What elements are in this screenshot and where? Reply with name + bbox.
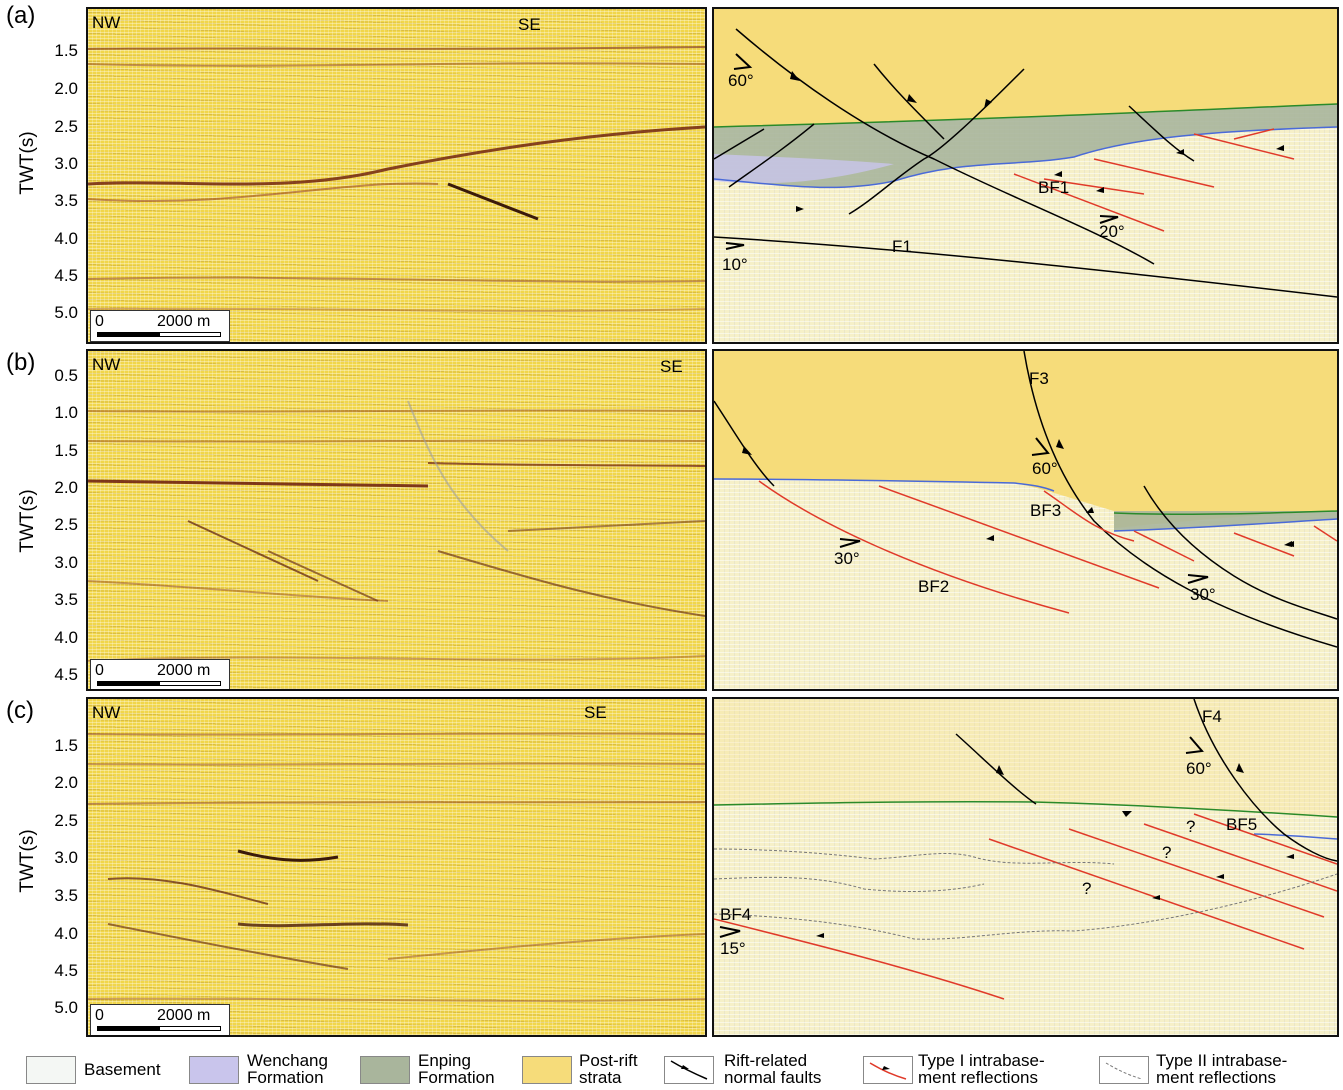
tick: 2.0 [54, 773, 78, 792]
question-mark: ? [1186, 817, 1196, 836]
legend-swatch-wenchang [189, 1056, 239, 1084]
tick: 2.0 [54, 79, 78, 98]
type-ii-reflection-icon [1099, 1056, 1149, 1084]
normal-fault-icon [664, 1056, 714, 1084]
seismic-reflections-b [88, 400, 705, 662]
fault-label-f4: F4 [1202, 707, 1222, 726]
tick: 4.0 [54, 229, 78, 248]
tick: 3.5 [54, 191, 78, 210]
legend-swatch-post-rift [522, 1056, 572, 1084]
tick: 3.5 [54, 886, 78, 905]
seismic-reflections-c [88, 732, 705, 1002]
question-mark: ? [1162, 843, 1172, 862]
seismic-panel-c: NW SE 0 2000 m [86, 697, 707, 1037]
seismic-reflections-a [88, 46, 705, 312]
tick: 3.0 [54, 848, 78, 867]
interpretation-panel-b: F3 60° 30° 30° BF2 BF3 [712, 349, 1339, 691]
direction-se: SE [660, 357, 683, 376]
seismic-panel-a: NW SE 0 2000 m [86, 7, 707, 344]
legend-swatch-enping [360, 1056, 410, 1084]
interpretation-graphic-c [714, 699, 1337, 1000]
direction-se: SE [584, 703, 607, 722]
tick: 0.5 [54, 366, 78, 385]
legend-label-enping: Enping Formation [418, 1051, 495, 1087]
question-mark: ? [1082, 879, 1092, 898]
direction-nw: NW [92, 13, 121, 32]
direction-se: SE [518, 15, 541, 34]
scale-start: 0 [95, 662, 104, 679]
dip-angle-15: 15° [720, 939, 746, 958]
tick: 4.5 [54, 961, 78, 980]
legend-label-normal-faults: Rift-related normal faults [724, 1051, 822, 1087]
tick: 1.5 [54, 41, 78, 60]
scale-end: 2000 m [157, 662, 211, 679]
legend-label-post-rift: Post-rift strata [579, 1051, 638, 1087]
dip-angle-60: 60° [728, 71, 754, 90]
direction-nw: NW [92, 355, 121, 374]
tick: 2.5 [54, 515, 78, 534]
dip-angle-60: 60° [1032, 459, 1058, 478]
scale-start: 0 [95, 313, 104, 330]
tick: 4.0 [54, 628, 78, 647]
tick: 3.5 [54, 590, 78, 609]
scale-bar: 0 2000 m [90, 659, 230, 689]
dip-angle-20: 20° [1099, 222, 1125, 241]
tick: 1.5 [54, 441, 78, 460]
scale-bar: 0 2000 m [90, 1004, 230, 1035]
interpretation-panel-c: F4 60° 15° BF4 BF5 ? ? ? [712, 697, 1339, 1037]
type-i-reflection-icon [863, 1056, 913, 1084]
tick: 2.0 [54, 478, 78, 497]
interpretation-graphic-b [714, 351, 1337, 648]
panel-a-label: (a) [6, 2, 36, 29]
legend-label-type-ii: Type II intrabase-ment reflections [1156, 1051, 1288, 1087]
tick: 2.5 [54, 811, 78, 830]
panel-b-label: (b) [6, 349, 36, 376]
tick: 4.5 [54, 266, 78, 285]
scale-bar: 0 2000 m [90, 310, 230, 342]
fault-label-bf2: BF2 [918, 577, 950, 596]
seismic-panel-b: NW SE 0 2000 m [86, 349, 707, 691]
tick: 5.0 [54, 303, 78, 322]
fault-label-f1: F1 [892, 237, 912, 256]
tick: 4.5 [54, 665, 78, 684]
tick: 2.5 [54, 117, 78, 136]
dip-angle-10: 10° [722, 255, 748, 274]
fault-label-bf1: BF1 [1038, 178, 1070, 197]
fault-label-bf3: BF3 [1030, 501, 1062, 520]
legend-label-wenchang: Wenchang Formation [247, 1051, 328, 1087]
dip-angle-60: 60° [1186, 759, 1212, 778]
tick: 1.5 [54, 736, 78, 755]
direction-nw: NW [92, 703, 121, 722]
scale-end: 2000 m [157, 1007, 211, 1024]
scale-start: 0 [95, 1007, 104, 1024]
tick: 5.0 [54, 998, 78, 1017]
fault-label-f3: F3 [1029, 369, 1049, 388]
scale-end: 2000 m [157, 313, 211, 330]
interpretation-panel-a: 60° 20° 10° BF1 F1 [712, 7, 1339, 344]
legend-swatch-basement [26, 1056, 76, 1084]
tick: 4.0 [54, 924, 78, 943]
fault-label-bf4: BF4 [720, 905, 752, 924]
dip-angle-30: 30° [834, 549, 860, 568]
fault-label-bf5: BF5 [1226, 815, 1258, 834]
tick: 1.0 [54, 403, 78, 422]
interpretation-graphic-a [714, 9, 1337, 298]
dip-angle-30-right: 30° [1190, 585, 1216, 604]
tick: 3.0 [54, 154, 78, 173]
tick: 3.0 [54, 553, 78, 572]
legend-label-type-i: Type I intrabase-ment reflections [918, 1051, 1045, 1087]
panel-c-label: (c) [6, 697, 34, 724]
legend-label-basement: Basement [84, 1060, 161, 1079]
